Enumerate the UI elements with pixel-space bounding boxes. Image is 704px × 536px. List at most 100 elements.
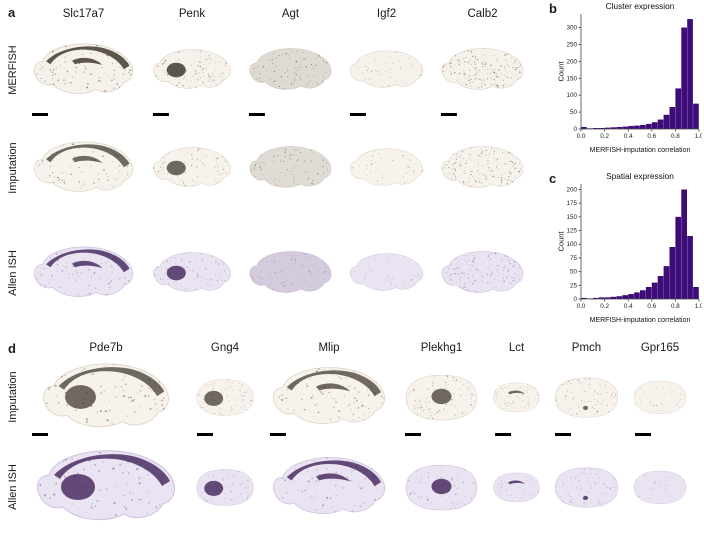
svg-text:100: 100 [566,241,577,248]
image-imputation-agt [243,120,338,216]
image-merfish-penk [147,22,237,118]
gene-label-calb2: Calb2 [467,8,498,20]
image-imputation-lct [489,356,544,438]
image-imputation-penk [147,120,237,216]
gene-label-pde7b: Pde7b [89,342,123,354]
panel-b: Cluster expression 0 50 100 150 200 250 300 0.0 0… [556,0,704,158]
image-imputation-pde7b [26,356,186,438]
scale-bar [270,433,286,436]
svg-text:Cluster expression: Cluster expression [606,1,675,11]
svg-text:300: 300 [566,25,577,32]
svg-text:MERFISH-imputation correlation: MERFISH-imputation correlation [590,147,691,154]
row-label-allen-ish-a: Allen ISH [7,250,19,296]
gene-label-plekhg1: Plekhg1 [420,342,463,354]
scale-bar [153,113,169,116]
panel-label-a: a [8,5,16,20]
scale-bar [405,433,421,436]
svg-text:0.8: 0.8 [671,133,680,140]
image-allen-ish-gpr165 [629,440,691,534]
image-allen-ish-pmch [549,440,624,534]
image-imputation-plekhg1 [399,356,484,438]
panel-d: Pde7b Gng4 Mlip Plekhg1 Lct Pmch Gpr165 [26,338,691,534]
gene-label-slc17a7: Slc17a7 [62,8,105,20]
panel-label-c: c [549,171,557,186]
image-allen-ish-pde7b [26,440,186,534]
panel-label-d: d [8,341,16,356]
scale-bar [495,433,511,436]
panel-label-b: b [549,1,557,16]
image-imputation-pmch [549,356,624,438]
image-imputation-mlip [264,356,394,438]
histogram-spatial-expression: Spatial expression 0 25 50 75 100 125 150 175 200… [556,170,704,328]
svg-text:0.0: 0.0 [577,303,586,310]
image-imputation-slc17a7 [26,120,141,216]
svg-text:200: 200 [566,186,577,193]
scale-bar [197,433,213,436]
gene-label-gpr165: Gpr165 [640,342,680,354]
svg-text:200: 200 [566,58,577,65]
svg-text:50: 50 [570,109,578,116]
image-allen-ish-mlip [264,440,394,534]
svg-text:250: 250 [566,41,577,48]
svg-text:125: 125 [566,228,577,235]
image-allen-ish-slc17a7 [26,218,141,328]
svg-text:100: 100 [566,92,577,99]
image-allen-ish-calb2 [435,218,530,328]
gene-label-pmch: Pmch [571,342,602,354]
svg-text:150: 150 [566,214,577,221]
row-label-allen-ish-d: Allen ISH [7,464,19,510]
panel-a: Slc17a7 Penk Agt Igf2 Calb2 [26,2,530,328]
svg-text:25: 25 [570,282,578,289]
image-allen-ish-plekhg1 [399,440,484,534]
image-allen-ish-agt [243,218,338,328]
scale-bar [249,113,265,116]
scale-bar [32,113,48,116]
image-allen-ish-gng4 [191,440,259,534]
svg-text:0.8: 0.8 [671,303,680,310]
svg-text:Spatial expression: Spatial expression [606,171,674,181]
scale-bar [350,113,366,116]
svg-text:75: 75 [570,255,578,262]
gene-label-penk: Penk [178,8,206,20]
image-merfish-igf2 [344,22,429,118]
image-imputation-gpr165 [629,356,691,438]
svg-text:0.2: 0.2 [600,303,609,310]
svg-text:50: 50 [570,269,578,276]
image-merfish-calb2 [435,22,530,118]
gene-label-igf2: Igf2 [376,8,397,20]
svg-text:150: 150 [566,75,577,82]
scale-bar [32,433,48,436]
image-imputation-calb2 [435,120,530,216]
image-allen-ish-igf2 [344,218,429,328]
scale-bar [555,433,571,436]
row-label-imputation-d: Imputation [7,371,19,423]
image-merfish-slc17a7 [26,22,141,118]
svg-text:0.4: 0.4 [624,303,633,310]
histogram-cluster-expression: Cluster expression 0 50 100 150 200 250 300 0.0 0… [556,0,704,158]
panel-c: Spatial expression 0 25 50 75 100 125 150 175 200… [556,170,704,328]
svg-text:1.0: 1.0 [695,133,702,140]
image-imputation-igf2 [344,120,429,216]
scale-bar [441,113,457,116]
gene-label-gng4: Gng4 [210,342,240,354]
svg-text:0: 0 [573,126,577,133]
svg-text:0: 0 [573,296,577,303]
row-label-merfish: MERFISH [7,45,19,95]
svg-text:0.2: 0.2 [600,133,609,140]
svg-text:175: 175 [566,200,577,207]
gene-label-agt: Agt [281,8,300,20]
image-allen-ish-lct [489,440,544,534]
svg-text:0.0: 0.0 [577,133,586,140]
image-imputation-gng4 [191,356,259,438]
image-allen-ish-penk [147,218,237,328]
row-label-imputation-a: Imputation [7,142,19,194]
image-merfish-agt [243,22,338,118]
scale-bar [635,433,651,436]
gene-label-mlip: Mlip [318,342,340,354]
svg-text:0.6: 0.6 [647,133,656,140]
svg-text:Count: Count [557,231,566,252]
svg-text:0.4: 0.4 [624,133,633,140]
svg-text:MERFISH-imputation correlation: MERFISH-imputation correlation [590,317,691,324]
svg-text:Count: Count [557,61,566,82]
